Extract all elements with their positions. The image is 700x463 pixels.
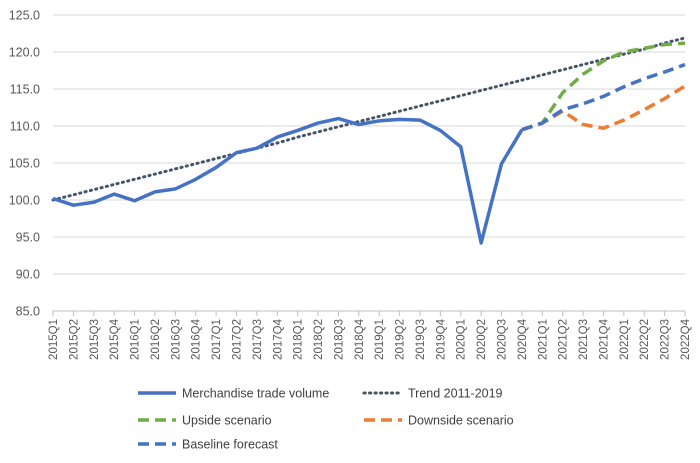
y-tick-label: 85.0	[16, 305, 40, 319]
x-tick-label: 2017Q2	[231, 319, 243, 360]
y-tick-label: 90.0	[16, 268, 40, 282]
series-line-baseline-forecast	[521, 62, 686, 132]
y-tick-label: 100.0	[9, 194, 40, 208]
x-tick-label: 2015Q2	[68, 319, 80, 360]
x-tick-label: 2015Q1	[48, 319, 60, 360]
x-tick-label: 2021Q3	[578, 319, 590, 360]
x-tick-label: 2021Q2	[558, 319, 570, 360]
x-tick-label: 2019Q1	[374, 319, 386, 360]
y-tick-label: 95.0	[16, 231, 40, 245]
legend-label: Merchandise trade volume	[182, 387, 329, 401]
x-tick-label: 2018Q4	[354, 318, 366, 360]
legend-item: Upside scenario	[138, 414, 272, 428]
y-tick-label: 110.0	[10, 120, 40, 134]
legend-label: Downside scenario	[408, 414, 514, 428]
x-tick-label: 2016Q3	[170, 319, 182, 360]
series-line-merchandise-trade-volume	[52, 116, 524, 245]
x-tick-label: 2015Q4	[109, 318, 121, 360]
x-tick-label: 2016Q4	[191, 318, 203, 360]
x-tick-label: 2016Q2	[150, 319, 162, 360]
series-lines	[51, 36, 687, 245]
legend-item: Downside scenario	[364, 414, 514, 428]
y-tick-label: 120.0	[9, 46, 40, 60]
x-tick-label: 2018Q3	[333, 319, 345, 360]
legend-label: Baseline forecast	[182, 438, 278, 452]
x-tick-label: 2017Q3	[252, 319, 264, 360]
x-tick-label: 2018Q2	[313, 319, 325, 360]
y-axis-tick-labels: 85.0 90.0 95.0 100.0 105.0 110.0 115.0 120.0 125…	[9, 9, 40, 319]
x-axis	[52, 310, 686, 316]
x-tick-label: 2020Q1	[456, 319, 468, 360]
x-tick-label: 2020Q3	[497, 319, 509, 360]
x-tick-label: 2022Q2	[639, 319, 651, 360]
x-tick-label: 2020Q4	[517, 318, 529, 360]
y-tick-label: 125.0	[9, 9, 40, 23]
x-tick-label: 2019Q3	[415, 319, 427, 360]
legend-label: Trend 2011-2019	[408, 387, 503, 401]
x-tick-label: 2022Q1	[619, 319, 631, 360]
legend: Merchandise trade volume Trend 2011-2019 U…	[138, 387, 514, 452]
legend-item: Baseline forecast	[138, 438, 278, 452]
series-line-upside-scenario	[521, 41, 686, 132]
x-tick-label: 2020Q2	[476, 319, 488, 360]
legend-item: Trend 2011-2019	[362, 387, 503, 401]
x-tick-label: 2017Q4	[272, 318, 284, 360]
x-tick-label: 2015Q3	[89, 319, 101, 360]
legend-item: Merchandise trade volume	[138, 387, 329, 401]
x-tick-label: 2017Q1	[211, 319, 223, 360]
x-tick-label: 2022Q4	[680, 318, 692, 360]
x-tick-label: 2019Q2	[395, 319, 407, 360]
y-tick-label: 115.0	[10, 83, 40, 97]
x-tick-label: 2018Q1	[293, 319, 305, 360]
x-tick-label: 2021Q1	[537, 319, 549, 360]
y-tick-label: 105.0	[9, 157, 40, 171]
x-tick-label: 2022Q3	[660, 319, 672, 360]
gridlines	[53, 14, 685, 275]
x-axis-tick-labels: 2015Q1 2015Q2 2015Q3 2015Q4 2016Q1 2016Q2 2016…	[48, 318, 692, 360]
series-line-trend-2011-2019	[51, 36, 687, 202]
series-line-downside-scenario	[521, 84, 686, 132]
legend-label: Upside scenario	[182, 414, 272, 428]
x-tick-label: 2016Q1	[130, 319, 142, 360]
x-tick-label: 2021Q4	[598, 318, 610, 360]
x-tick-label: 2019Q4	[435, 318, 447, 360]
